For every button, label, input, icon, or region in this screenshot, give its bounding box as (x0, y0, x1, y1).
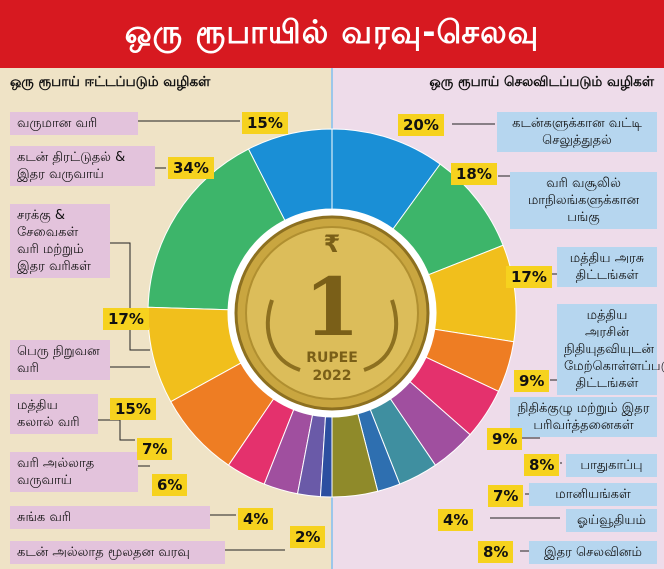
income-heading: ஒரு ரூபாய் ஈட்டப்படும் வழிகள் (10, 74, 211, 90)
income-label: வரி அல்லாத வருவாய் (10, 452, 138, 492)
page-title: ஒரு ரூபாயில் வரவு-செலவு (124, 13, 540, 51)
callout-line (98, 419, 135, 441)
expense-heading: ஒரு ரூபாய் செலவிடப்படும் வழிகள் (429, 74, 654, 90)
income-percent: 17% (103, 308, 149, 330)
income-percent: 15% (110, 398, 156, 420)
expense-label: மத்திய அரசு திட்டங்கள் (557, 247, 657, 287)
expense-percent: 9% (514, 370, 550, 392)
income-percent: 34% (168, 157, 214, 179)
income-label: சுங்க வரி (10, 506, 210, 529)
income-label: பெரு நிறுவன வரி (10, 340, 110, 380)
donut-slices (147, 128, 517, 498)
expense-label: ஓய்வூதியம் (566, 509, 657, 532)
expense-percent: 20% (398, 114, 444, 136)
callout-lines (98, 120, 562, 552)
expense-percent: 8% (478, 541, 514, 563)
income-label: மத்திய கலால் வரி (10, 394, 98, 434)
expense-label: இதர செலவினம் (529, 541, 657, 564)
wheat-right-icon (363, 299, 399, 372)
income-label: கடன் திரட்டுதல் & இதர வருவாய் (10, 146, 155, 186)
wheat-left-icon (265, 299, 301, 372)
income-label: சரக்கு & சேவைகள் வரி மற்றும் இதர வரிகள் (10, 204, 110, 278)
expense-percent: 9% (487, 428, 523, 450)
expense-percent: 8% (524, 454, 560, 476)
expense-label: வரி வசூலில் மாநிலங்களுக்கான பங்கு (510, 172, 657, 229)
income-percent: 2% (290, 526, 326, 548)
expense-percent: 7% (488, 485, 524, 507)
coin-face (245, 226, 419, 400)
expense-label: நிதிக்குழு மற்றும் இதர பரிவர்த்தனைகள் (510, 397, 657, 437)
income-label: வருமான வரி (10, 112, 138, 135)
coin-denomination: 1 (304, 260, 360, 354)
expense-label: மானியங்கள் (529, 483, 657, 506)
expense-label: பாதுகாப்பு (566, 454, 657, 477)
coin-text: RUPEE (306, 350, 358, 366)
callout-line (110, 242, 150, 351)
income-percent: 4% (238, 508, 274, 530)
income-percent: 7% (137, 438, 173, 460)
income-label: கடன் அல்லாத மூலதன வரவு (10, 541, 225, 564)
expense-label: மத்திய அரசின் நிதியுதவியுடன் மேற்கொள்ளப்… (557, 304, 664, 395)
income-percent: 15% (242, 112, 288, 134)
title-banner (0, 0, 664, 68)
rupee-coin: ₹ 1 RUPEE 2022 (228, 209, 436, 417)
expense-percent: 4% (438, 509, 474, 531)
expense-percent: 17% (506, 266, 552, 288)
income-percent: 6% (152, 474, 188, 496)
coin-symbol: ₹ (324, 230, 341, 258)
expense-label: கடன்களுக்கான வட்டி செலுத்துதல் (497, 112, 657, 152)
coin-year: 2022 (313, 368, 352, 384)
expense-percent: 18% (451, 163, 497, 185)
